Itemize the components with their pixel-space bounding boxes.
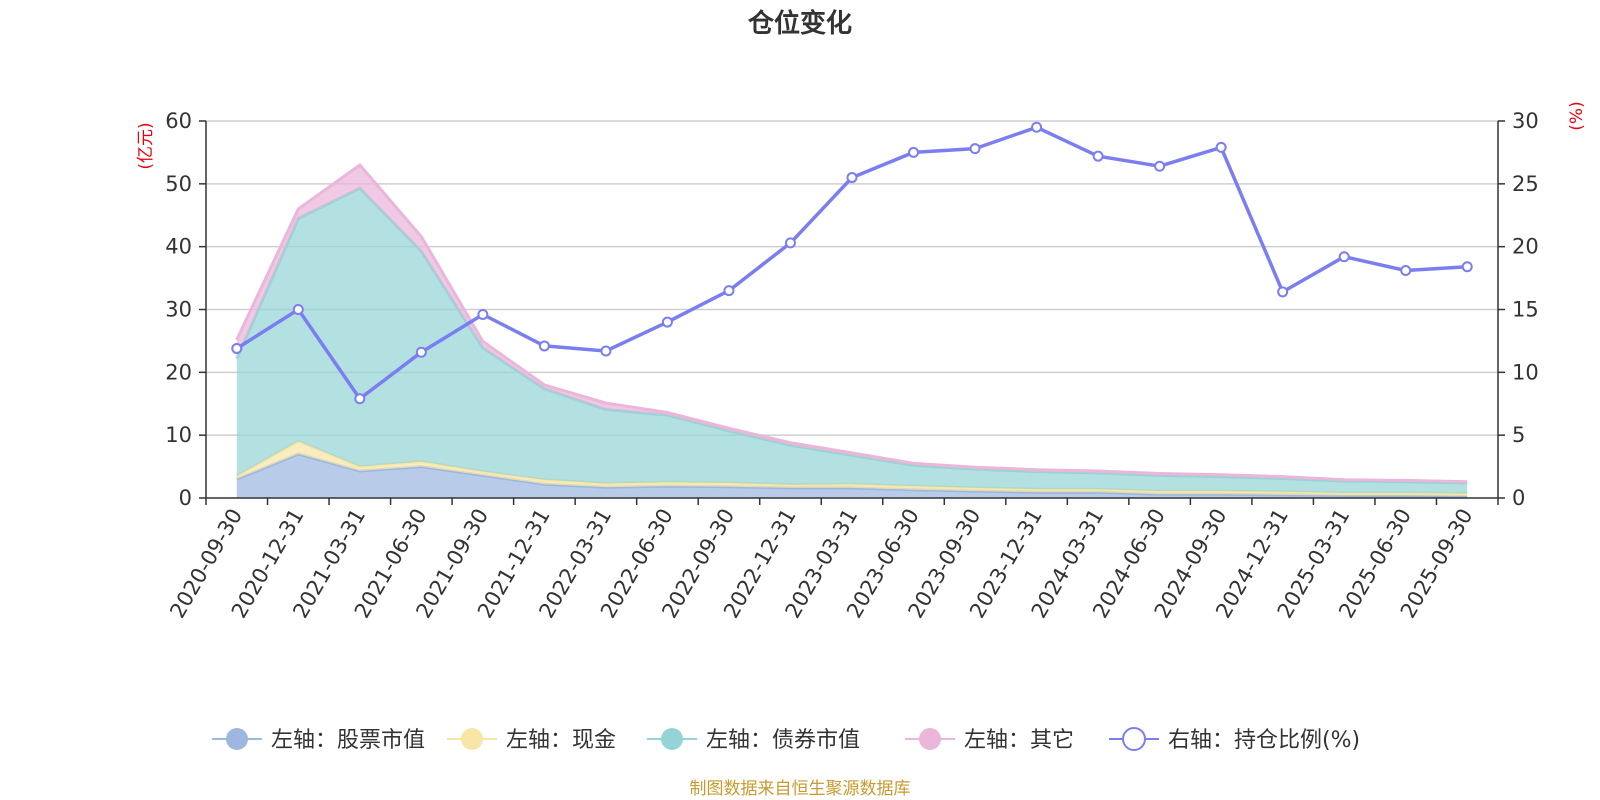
data-source-note: 制图数据来自恒生聚源数据库 (690, 779, 911, 799)
legend-marker (1122, 727, 1146, 751)
left-tick-label: 20 (165, 360, 192, 384)
ratio-point (723, 285, 735, 297)
right-tick-label: 15 (1512, 298, 1539, 322)
legend-marker (226, 728, 248, 750)
left-tick-label: 60 (165, 109, 192, 133)
right-tick-label: 0 (1512, 486, 1525, 510)
legend-marker (661, 728, 683, 750)
left-tick-label: 40 (165, 235, 192, 259)
ratio-point (661, 316, 673, 328)
area-左轴：股票市值 (236, 454, 1468, 498)
ratio-point (292, 304, 304, 315)
legend-label: 左轴：债券市值 (706, 728, 860, 753)
right-tick-label: 25 (1512, 172, 1539, 196)
left-tick-label: 30 (165, 298, 192, 322)
left-tick-label: 0 (179, 486, 192, 510)
area-左轴：现金 (236, 441, 1468, 497)
legend-item[interactable]: 右轴：持仓比例(%) (1109, 727, 1360, 753)
legend-marker (919, 728, 941, 750)
area-edge-左轴：其它 (235, 162, 1468, 484)
legend-label: 右轴：持仓比例(%) (1168, 728, 1360, 753)
left-tick-label: 50 (165, 172, 192, 196)
ratio-point (477, 309, 489, 321)
chart-title: 仓位变化 (747, 8, 852, 39)
ratio-point (354, 393, 366, 405)
ratio-point (1461, 261, 1473, 273)
legend-item[interactable]: 左轴：现金 (447, 728, 616, 753)
ratio-point (908, 146, 920, 158)
area-左轴：债券市值 (236, 188, 1468, 494)
ratio-point (1092, 150, 1104, 162)
ratio-line (231, 121, 1473, 405)
right-tick-label: 20 (1512, 235, 1539, 259)
ratio-point (231, 342, 243, 354)
ratio-point (538, 340, 550, 352)
right-tick-label: 30 (1512, 109, 1539, 133)
legend-item[interactable]: 左轴：股票市值 (212, 728, 425, 753)
right-tick-label: 10 (1512, 360, 1539, 384)
ratio-point (784, 237, 796, 249)
right-tick-label: 5 (1512, 423, 1525, 447)
legend-label: 左轴：其它 (964, 728, 1074, 753)
stacked-areas (235, 162, 1468, 498)
legend-label: 左轴：股票市值 (271, 728, 425, 753)
ratio-point (1277, 286, 1289, 298)
ratio-point (415, 346, 427, 358)
ratio-point (969, 143, 981, 155)
ratio-point (1154, 160, 1166, 172)
left-axis-unit: (亿元) (136, 122, 156, 169)
ratio-point (1031, 121, 1043, 133)
legend-label: 左轴：现金 (506, 728, 616, 753)
ratio-point (1338, 251, 1350, 263)
ratio-point (1400, 265, 1412, 277)
left-tick-label: 10 (165, 423, 192, 447)
legend-item[interactable]: 左轴：其它 (905, 728, 1074, 753)
ratio-point (846, 172, 858, 184)
right-axis-unit: (%) (1567, 101, 1587, 130)
legend-marker (461, 728, 483, 750)
ratio-point (600, 345, 612, 357)
legend-item[interactable]: 左轴：债券市值 (647, 728, 860, 753)
legend: 左轴：股票市值 左轴：现金 左轴：债券市值 左轴：其它 右轴：持仓比例(%) (212, 727, 1360, 753)
ratio-point (1215, 141, 1227, 153)
